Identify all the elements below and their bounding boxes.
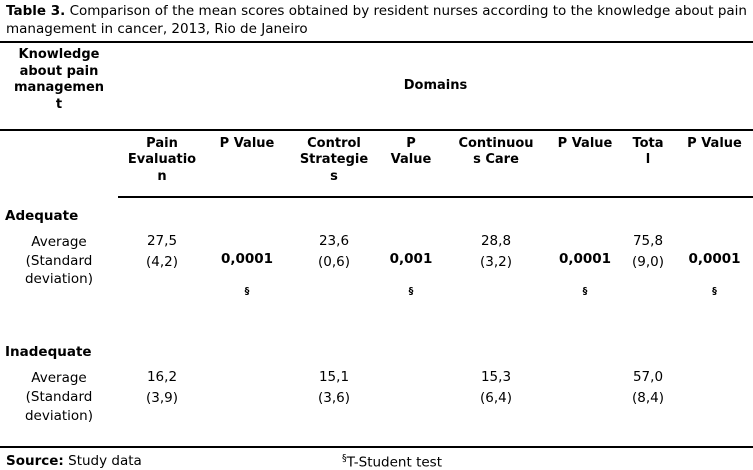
cell-p-value-1 <box>206 365 288 447</box>
cell-pain-evaluation: 16,2 (3,9) <box>118 365 206 447</box>
note-text: T-Student test <box>347 454 442 470</box>
row-label-average-sd: Average (Standard deviation) <box>0 365 118 447</box>
col-header-p-value-3: P Value <box>550 130 620 197</box>
header-row-columns: Pain Evaluatio n P Value Control Strateg… <box>0 130 753 197</box>
table-footer: Source: Study data §T-Student test <box>0 448 753 470</box>
col-header-pain-evaluation: Pain Evaluatio n <box>118 130 206 197</box>
cell-p-value-4: 0,0001 § <box>676 229 753 334</box>
comparison-table: Knowledge about pain managemen t Domains… <box>0 43 753 448</box>
col-header-p-value-1: P Value <box>206 130 288 197</box>
col-header-continuous-care: Continuou s Care <box>442 130 550 197</box>
table-caption: Table 3. Comparison of the mean scores o… <box>0 0 753 43</box>
cell-p-value-2 <box>380 365 442 447</box>
col-header-p-value-4: P Value <box>676 130 753 197</box>
corner-header: Knowledge about pain managemen t <box>0 43 118 130</box>
col-header-control-strategies: Control Strategie s <box>288 130 380 197</box>
section-label-inadequate: Inadequate <box>0 334 753 365</box>
cell-continuous-care: 15,3 (6,4) <box>442 365 550 447</box>
cell-continuous-care: 28,8 (3,2) <box>442 229 550 334</box>
table-number-label: Table 3. <box>6 3 65 19</box>
cell-p-value-2: 0,001 § <box>380 229 442 334</box>
table-caption-text: Comparison of the mean scores obtained b… <box>6 3 747 37</box>
domains-header: Domains <box>118 43 753 130</box>
section-row-adequate: Adequate <box>0 197 753 229</box>
statistical-test-note: §T-Student test <box>342 453 442 470</box>
source-note: Source: Study data <box>6 453 342 469</box>
row-label-average-sd: Average (Standard deviation) <box>0 229 118 334</box>
cell-pain-evaluation: 27,5 (4,2) <box>118 229 206 334</box>
source-label: Source: <box>6 453 64 469</box>
p-value: 0,0001 <box>206 252 288 267</box>
col-header-total: Tota l <box>620 130 676 197</box>
col-header-p-value-2: P Value <box>380 130 442 197</box>
cell-p-value-4 <box>676 365 753 447</box>
section-row-inadequate: Inadequate <box>0 334 753 365</box>
table-row-inadequate-average: Average (Standard deviation) 16,2 (3,9) … <box>0 365 753 447</box>
significance-marker: § <box>380 287 442 297</box>
cell-total: 57,0 (8,4) <box>620 365 676 447</box>
cell-p-value-3: 0,0001 § <box>550 229 620 334</box>
source-text: Study data <box>64 453 142 469</box>
significance-marker: § <box>676 287 753 297</box>
empty-header-cell <box>0 130 118 197</box>
significance-marker: § <box>550 287 620 297</box>
significance-marker: § <box>206 287 288 297</box>
p-value: 0,0001 <box>550 252 620 267</box>
cell-control-strategies: 15,1 (3,6) <box>288 365 380 447</box>
cell-total: 75,8 (9,0) <box>620 229 676 334</box>
section-label-adequate: Adequate <box>0 197 753 229</box>
header-row-domains: Knowledge about pain managemen t Domains <box>0 43 753 130</box>
cell-control-strategies: 23,6 (0,6) <box>288 229 380 334</box>
p-value: 0,001 <box>380 252 442 267</box>
table-row-adequate-average: Average (Standard deviation) 27,5 (4,2) … <box>0 229 753 334</box>
p-value: 0,0001 <box>676 252 753 267</box>
cell-p-value-1: 0,0001 § <box>206 229 288 334</box>
cell-p-value-3 <box>550 365 620 447</box>
